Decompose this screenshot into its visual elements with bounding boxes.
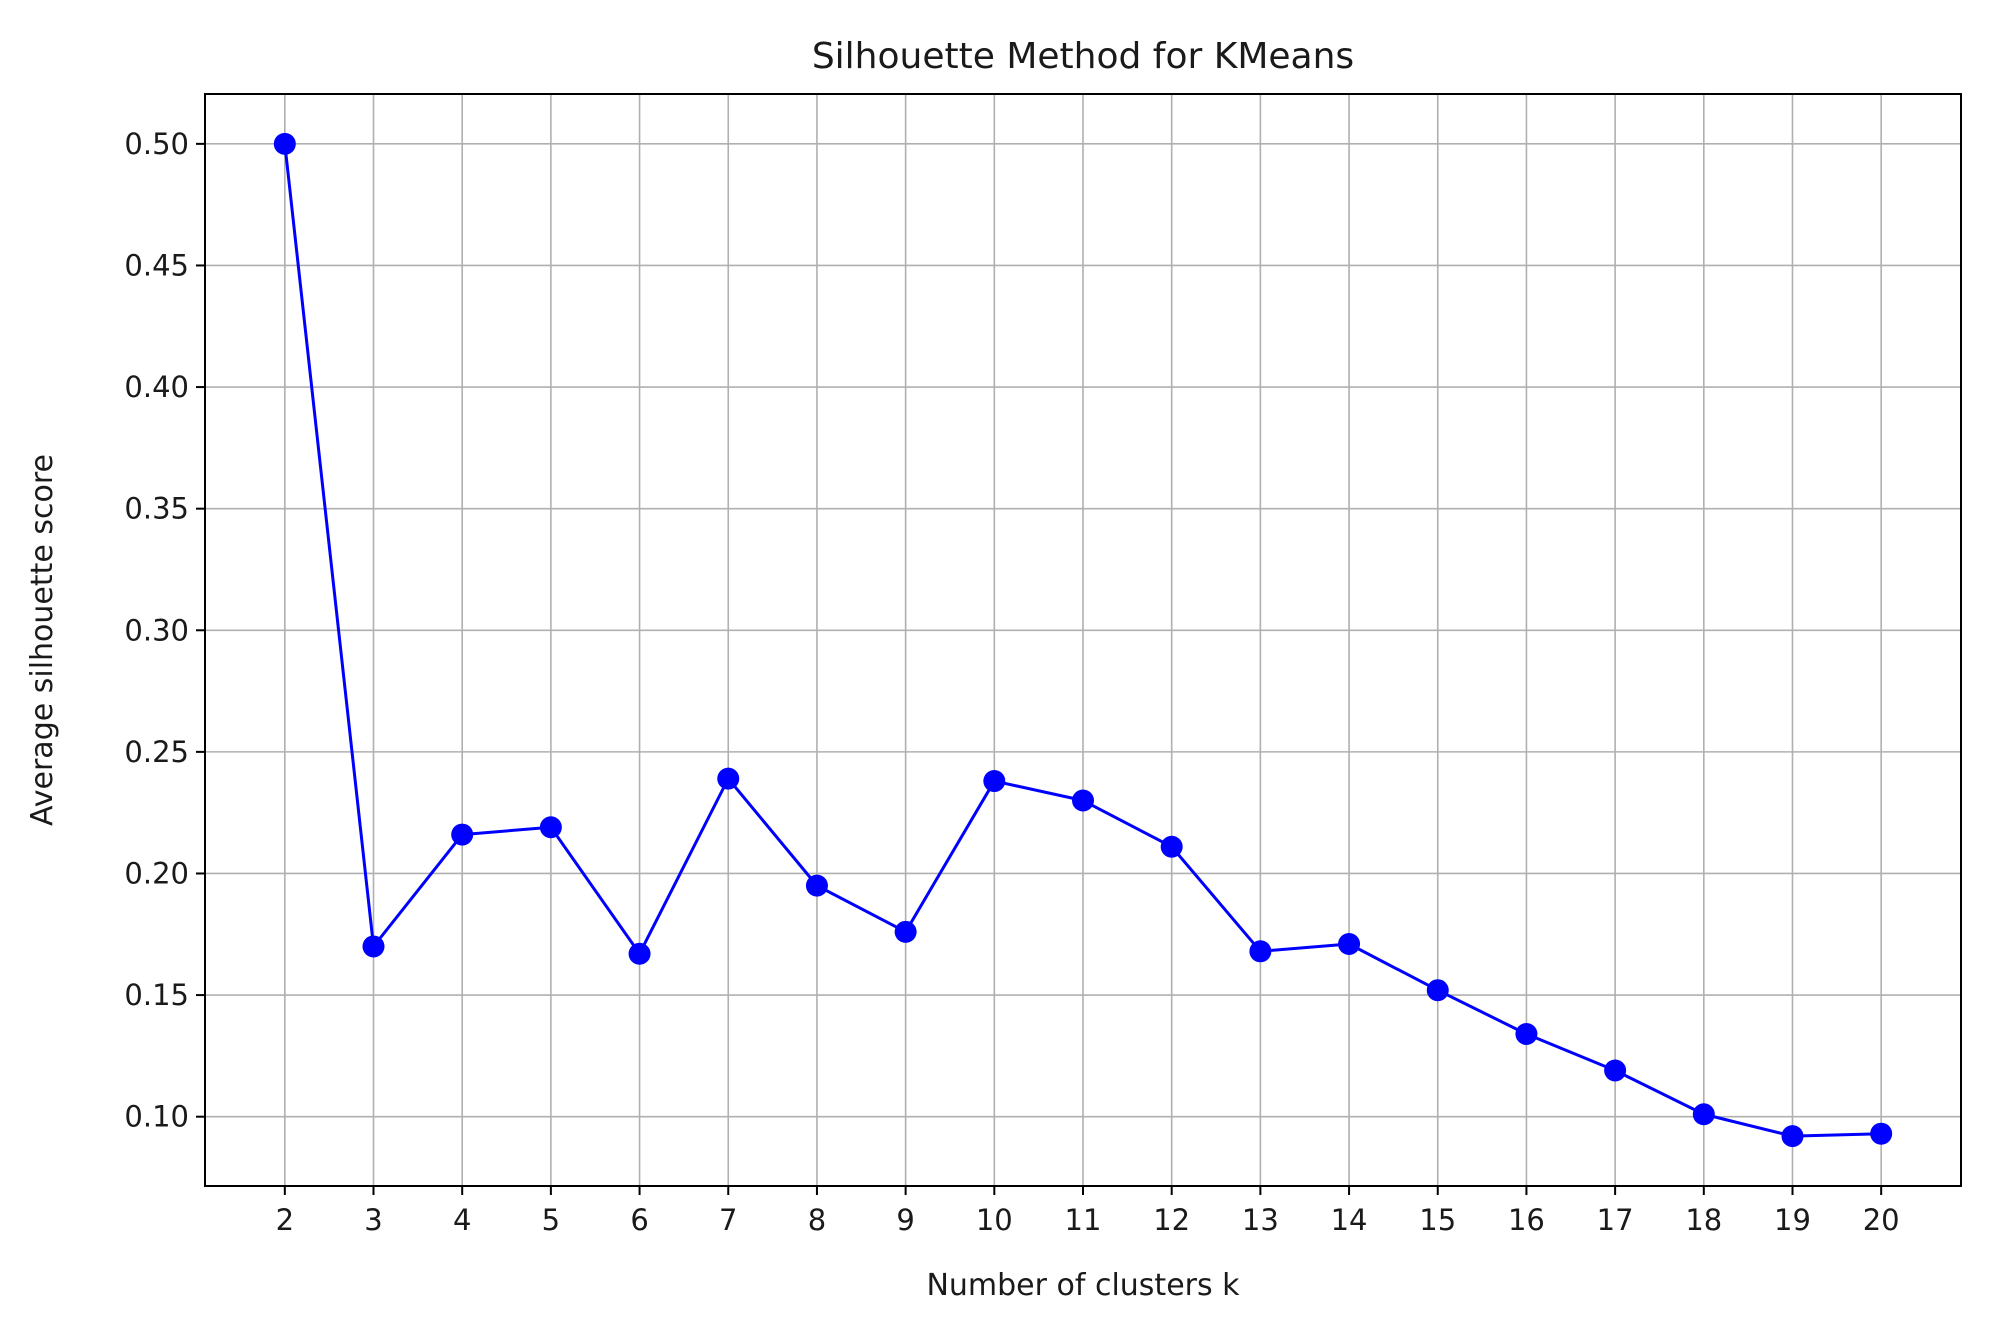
x-tick-label: 3 bbox=[364, 1203, 382, 1237]
y-tick-label: 0.40 bbox=[124, 370, 189, 404]
y-tick-label: 0.30 bbox=[124, 613, 189, 647]
data-point bbox=[717, 767, 740, 790]
y-tick-label: 0.50 bbox=[124, 127, 189, 161]
y-axis-title: Average silhouette score bbox=[25, 454, 60, 826]
x-tick-label: 11 bbox=[1065, 1203, 1102, 1237]
y-tick-label: 0.20 bbox=[124, 856, 189, 890]
x-tick-label: 14 bbox=[1331, 1203, 1368, 1237]
data-point bbox=[894, 920, 917, 943]
ticks: 2 3 4 5 6 7 8 9 10 11 12 13 14 15 16 17 18 19 20 0.10 0.15 0.… bbox=[124, 127, 1899, 1237]
data-point bbox=[451, 823, 474, 846]
data-point bbox=[1781, 1125, 1804, 1148]
x-tick-label: 4 bbox=[453, 1203, 471, 1237]
data-point bbox=[628, 942, 651, 965]
x-tick-label: 5 bbox=[542, 1203, 560, 1237]
series-layer bbox=[273, 132, 1893, 1148]
data-point bbox=[1338, 933, 1361, 956]
x-tick-label: 6 bbox=[630, 1203, 648, 1237]
x-tick-label: 17 bbox=[1597, 1203, 1634, 1237]
data-point bbox=[362, 935, 385, 958]
x-tick-label: 10 bbox=[976, 1203, 1013, 1237]
y-tick-label: 0.45 bbox=[124, 248, 189, 282]
data-point bbox=[1515, 1022, 1538, 1045]
data-point bbox=[539, 816, 562, 839]
x-tick-label: 12 bbox=[1153, 1203, 1190, 1237]
data-point bbox=[1160, 835, 1183, 858]
grid bbox=[205, 94, 1961, 1186]
data-point bbox=[1692, 1103, 1715, 1126]
y-tick-label: 0.35 bbox=[124, 492, 189, 526]
chart-title: Silhouette Method for KMeans bbox=[812, 36, 1354, 77]
x-tick-label: 20 bbox=[1863, 1203, 1900, 1237]
data-point bbox=[1604, 1059, 1627, 1082]
data-point bbox=[1426, 979, 1449, 1002]
x-tick-label: 18 bbox=[1685, 1203, 1722, 1237]
data-point bbox=[983, 770, 1006, 793]
data-point bbox=[805, 874, 828, 897]
x-tick-label: 2 bbox=[276, 1203, 294, 1237]
data-point bbox=[1072, 789, 1094, 812]
x-tick-label: 8 bbox=[808, 1203, 826, 1237]
x-tick-label: 15 bbox=[1419, 1203, 1456, 1237]
y-tick-label: 0.10 bbox=[124, 1100, 189, 1134]
data-point bbox=[273, 132, 296, 155]
y-tick-label: 0.15 bbox=[124, 978, 189, 1012]
data-point bbox=[1249, 940, 1272, 963]
x-tick-label: 13 bbox=[1242, 1203, 1279, 1237]
x-tick-label: 9 bbox=[896, 1203, 914, 1237]
x-tick-label: 7 bbox=[719, 1203, 737, 1237]
x-tick-label: 19 bbox=[1774, 1203, 1811, 1237]
y-tick-label: 0.25 bbox=[124, 735, 189, 769]
x-tick-label: 16 bbox=[1508, 1203, 1545, 1237]
data-point bbox=[1870, 1122, 1893, 1145]
x-axis-title: Number of clusters k bbox=[926, 1268, 1240, 1303]
